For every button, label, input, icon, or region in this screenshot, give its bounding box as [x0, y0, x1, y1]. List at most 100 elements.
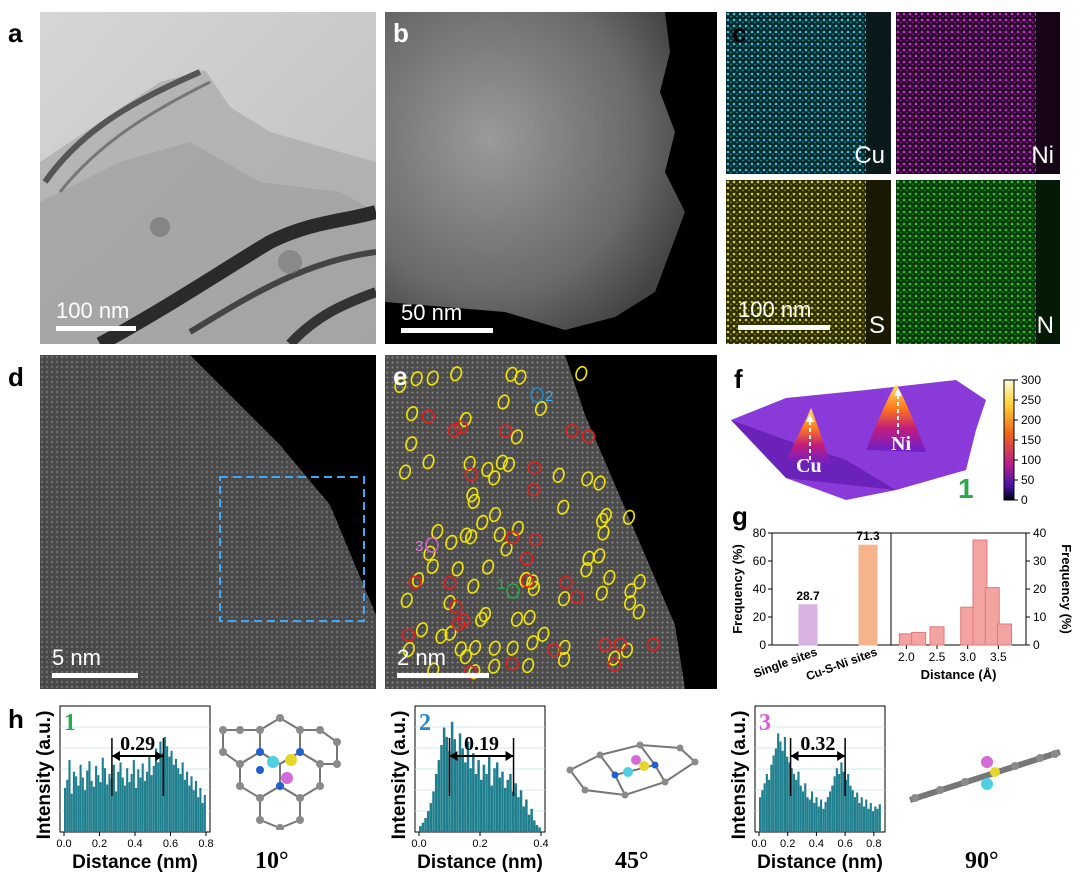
profile-bar — [474, 774, 478, 832]
profile-bar — [108, 774, 111, 832]
atom-marker-pair — [558, 575, 573, 590]
profile-bar — [148, 755, 151, 832]
atom-marker-single — [519, 571, 532, 588]
scale-bar — [52, 673, 138, 678]
profile-bar — [132, 760, 135, 832]
profile-bar — [856, 792, 859, 832]
profile-bar — [77, 785, 80, 832]
panel-label-b: b — [393, 18, 409, 48]
profile-bar — [450, 721, 454, 832]
atom-marker-pair — [456, 613, 471, 628]
atom-marker-single — [445, 534, 458, 550]
atom-marker-single — [422, 454, 435, 470]
profile-bar — [143, 780, 146, 832]
profile-bar — [503, 787, 507, 832]
atom-marker-pair — [527, 461, 542, 475]
profile-bar — [128, 782, 131, 832]
eds-map-cu: c Cu — [726, 12, 891, 174]
atom-marker-single — [526, 635, 539, 651]
profile-bar — [786, 756, 789, 832]
profile-bar — [88, 761, 91, 832]
profile-bar — [768, 779, 771, 832]
atom-marker-pair — [598, 638, 613, 652]
atom-marker-pair — [454, 420, 468, 435]
atom-marker-single — [426, 558, 439, 575]
atom-marker-single — [410, 371, 423, 387]
profile-bar — [453, 739, 456, 832]
profile-bar — [493, 768, 496, 832]
profile-bar — [869, 803, 872, 832]
bar-single-sites — [798, 604, 818, 646]
profile-bar — [777, 733, 780, 832]
profile-bar — [501, 771, 504, 832]
panel-label-c: c — [732, 18, 747, 48]
atom-marker-single — [523, 609, 536, 626]
profile-bar — [426, 811, 430, 832]
atom-marker-single — [558, 591, 571, 607]
site-marker-3: 3 — [415, 538, 423, 555]
x-tick-label: 0.4 — [127, 838, 142, 850]
profile-bar — [121, 777, 124, 832]
profile-bar — [514, 783, 517, 832]
profile-bar — [110, 778, 113, 832]
profile-bar — [123, 785, 127, 832]
angle-label-90: 90° — [965, 848, 999, 874]
profile-bar — [795, 779, 798, 832]
atom-marker-single — [467, 493, 480, 509]
profile-bar — [177, 768, 180, 832]
profile-bar — [203, 794, 206, 832]
profile-bar — [783, 736, 786, 832]
profile-bar — [179, 774, 182, 832]
profile-bar — [858, 803, 861, 832]
profile-bar — [66, 779, 69, 832]
atom-marker-single — [510, 429, 523, 445]
x-tick-label: 2.0 — [898, 650, 915, 664]
profile-bar — [878, 804, 881, 832]
profile-bar — [75, 776, 78, 832]
atom-marker-single — [488, 640, 501, 656]
atom-marker-pair — [408, 575, 422, 590]
y-tick-label: 0 — [759, 638, 766, 652]
profile-bar — [432, 791, 435, 832]
atom-marker-single — [511, 520, 524, 536]
profile-bar — [519, 790, 523, 832]
atom-marker-single — [411, 572, 425, 588]
x-tick-label: 0.0 — [751, 838, 766, 850]
atom-marker-single — [406, 406, 419, 422]
profile-bar — [472, 753, 475, 832]
profile-bar — [824, 801, 827, 832]
distance-annotation: 0.32 — [800, 733, 835, 755]
x-axis-label: Distance (nm) — [72, 852, 198, 873]
atom-marker-single — [506, 640, 519, 656]
profile-bar — [72, 771, 75, 832]
profile-bar — [419, 826, 422, 832]
scale-bar — [397, 673, 489, 678]
profile-bar — [442, 727, 446, 832]
atom-marker-pair — [448, 599, 463, 614]
profile-bar — [130, 774, 133, 832]
profile-bar — [166, 746, 169, 832]
profile-bar — [806, 797, 809, 832]
profile-bar — [424, 818, 427, 832]
y-tick-label: 20 — [1033, 582, 1047, 596]
profile-bar — [820, 799, 823, 832]
profile-bar — [90, 780, 93, 832]
atom-marker-single — [632, 604, 645, 620]
profile-bar — [141, 763, 144, 832]
arrow-head — [505, 751, 514, 761]
profile-bar — [822, 808, 825, 832]
atom-marker-single — [580, 562, 593, 578]
panel-label-a-outer: a — [8, 18, 23, 48]
profile-bar — [849, 785, 852, 832]
profile-bar — [81, 777, 84, 832]
atom-marker-single — [593, 475, 606, 491]
profile-bar — [533, 820, 536, 832]
profile-bar — [813, 803, 816, 832]
arrow-head — [837, 751, 846, 761]
profile-bar — [68, 760, 71, 832]
profile-bar — [867, 808, 870, 832]
atom-marker-single — [443, 594, 456, 611]
x-tick-label: 0.6 — [163, 838, 178, 850]
atom-marker-single — [595, 585, 608, 601]
profile-bar — [456, 755, 459, 832]
